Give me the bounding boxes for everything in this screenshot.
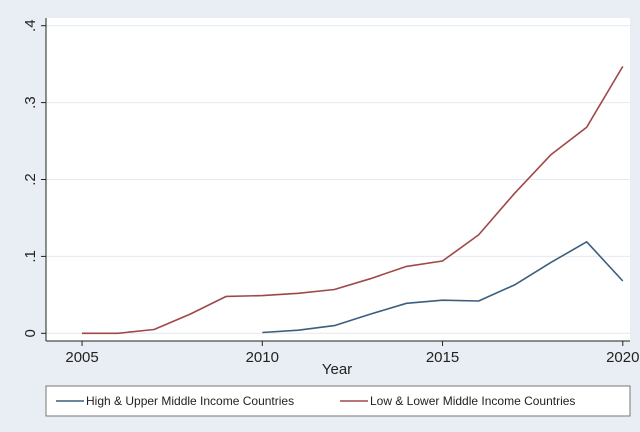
x-tick-label: 2005 [65,349,98,366]
y-tick-label: 0 [22,329,39,337]
y-tick-label: .3 [22,96,39,109]
y-tick-label: .2 [22,173,39,186]
x-tick-label: 2015 [426,349,459,366]
series-line-1 [262,241,624,334]
x-tick-labels: 2005 2010 2015 2020 [65,349,639,366]
axes [41,18,630,346]
y-tick-label: .4 [22,19,39,32]
legend-box [45,385,631,417]
series-lines [82,65,624,335]
legend: High & Upper Middle Income Countries Low … [45,385,631,417]
y-tick-label: .1 [22,250,39,263]
legend-label-1: High & Upper Middle Income Countries [86,394,294,408]
x-tick-label: 2020 [606,349,639,366]
gridlines [46,25,630,334]
legend-label-2: Low & Lower Middle Income Countries [370,394,575,408]
x-axis-title: Year [322,361,352,378]
y-tick-labels: 0 .1 .2 .3 .4 [22,19,39,337]
series-line-2 [82,65,624,335]
x-tick-label: 2010 [246,349,279,366]
